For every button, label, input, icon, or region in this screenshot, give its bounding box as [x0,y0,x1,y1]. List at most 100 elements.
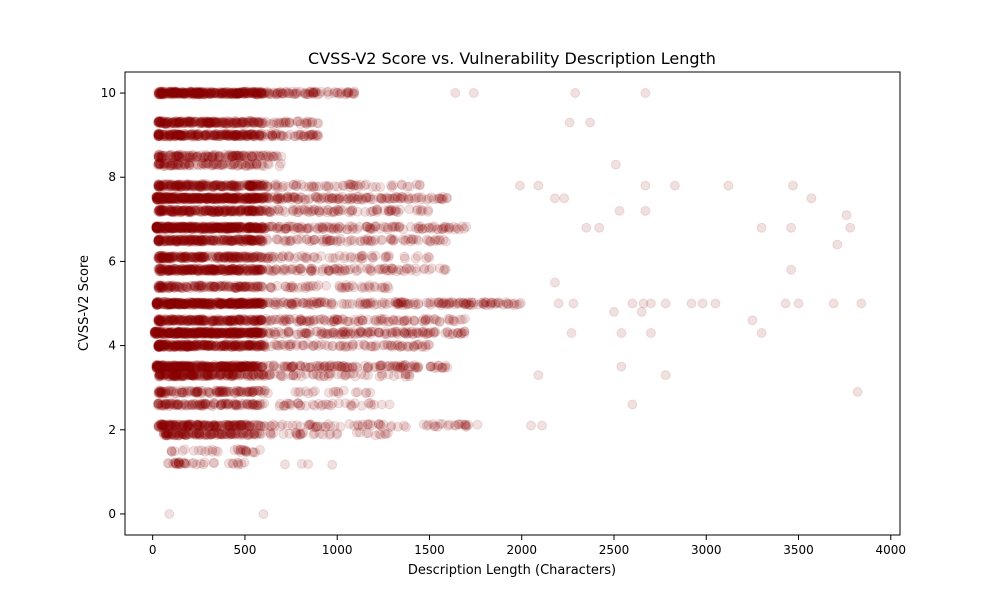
data-point [341,88,352,99]
data-point [227,263,238,274]
data-point [186,87,197,98]
data-point [156,117,166,128]
data-point [340,89,351,100]
data-point [383,252,394,263]
data-point [194,87,204,98]
data-point [237,222,248,233]
data-point [514,299,525,310]
data-point [196,89,206,100]
data-point [287,86,298,97]
data-point [215,298,226,309]
data-point [262,86,273,97]
data-point [175,129,186,140]
data-point [198,89,209,100]
data-point [217,88,228,99]
data-point [205,223,216,234]
data-point [259,88,270,99]
data-point [203,87,214,98]
data-point [155,87,166,97]
data-point [233,87,244,98]
data-point [194,88,205,99]
data-point [310,86,321,97]
data-point [345,252,356,263]
data-point [167,118,178,129]
data-point [159,86,169,97]
data-point [349,86,360,97]
data-point [365,222,376,233]
data-point [165,87,176,97]
data-point [299,88,310,98]
data-point [252,86,263,97]
data-point [168,194,179,205]
data-point [199,88,209,99]
data-point [262,88,272,98]
data-point [371,204,382,215]
data-point [234,87,245,98]
data-point [234,88,245,98]
data-point [202,86,213,97]
data-point [275,87,286,98]
data-point [157,87,168,98]
data-point [443,314,454,325]
data-point [277,205,288,216]
data-point [243,115,254,126]
data-point [154,236,165,247]
data-point [155,89,166,100]
data-point [263,88,274,99]
data-point [448,221,459,232]
data-point [302,281,313,291]
data-point [234,87,244,98]
data-point [226,88,237,99]
data-point [255,86,266,97]
data-point [189,87,200,98]
data-point [163,86,174,97]
data-point [209,87,220,98]
data-point [225,88,236,98]
data-point [240,88,251,99]
data-point [187,193,198,204]
data-point [271,88,282,99]
data-point [330,222,341,233]
data-point [189,181,199,192]
data-point [290,88,301,99]
data-point [227,89,238,100]
data-point [314,181,325,192]
data-point [186,86,197,97]
data-point [239,87,250,98]
data-point [180,88,191,99]
data-point [287,263,298,274]
data-point [237,265,248,276]
data-point [162,87,173,97]
data-point [164,87,175,98]
data-point [225,88,236,99]
data-point [255,88,266,99]
data-point [184,160,195,170]
data-point [156,86,166,97]
data-point [176,88,187,98]
data-point [205,88,216,99]
data-point [248,86,258,97]
data-point [374,263,385,274]
data-point [277,88,288,99]
data-point [168,87,178,98]
data-point [231,88,242,99]
data-point [210,88,221,99]
data-point [344,282,355,293]
data-point [235,130,246,141]
data-point [217,87,228,98]
data-point [156,116,167,127]
data-point [154,88,165,98]
data-point [197,87,208,98]
data-point [237,159,248,170]
data-point [185,86,196,97]
data-point [345,205,356,216]
data-point [171,89,182,99]
data-point [310,314,321,325]
data-point [154,117,165,128]
data-point [395,204,406,215]
data-point [155,207,166,218]
data-point [283,221,294,232]
data-point [253,180,264,190]
data-point [323,86,334,97]
data-point [153,88,164,99]
